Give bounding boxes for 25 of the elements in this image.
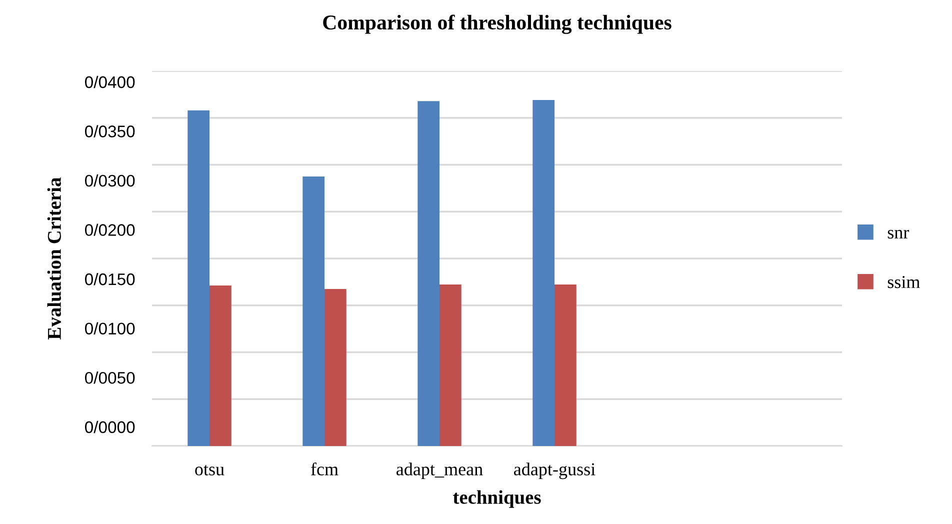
text: 0/0050 — [85, 372, 135, 384]
bar — [188, 110, 210, 446]
bar — [418, 101, 440, 446]
text: 0/0300 — [85, 174, 135, 187]
text: 0/0400 — [85, 76, 135, 88]
bar — [532, 100, 554, 446]
text: 0/0350 — [85, 125, 135, 138]
x-axis-title: techniques — [453, 490, 541, 508]
bar — [554, 284, 576, 446]
x-tick-label: adapt-gussi — [514, 462, 596, 480]
chart-title: Comparison of thresholding techniques — [323, 14, 672, 34]
bar — [324, 288, 346, 446]
legend-label: snr — [888, 230, 910, 239]
x-tick-label: fcm — [311, 462, 338, 476]
x-tick-label: otsu — [195, 465, 224, 476]
text: 0/0200 — [85, 224, 135, 236]
y-axis-title: Evaluation Criteria — [47, 178, 62, 340]
text: 0/0100 — [85, 322, 135, 335]
text: 0/0150 — [85, 272, 135, 286]
bar — [302, 176, 324, 446]
bar — [210, 285, 232, 446]
legend-label: ssim — [888, 276, 920, 288]
text: 0/0000 — [85, 420, 135, 434]
bar — [440, 284, 462, 446]
x-tick-label: adapt_mean — [396, 462, 483, 480]
